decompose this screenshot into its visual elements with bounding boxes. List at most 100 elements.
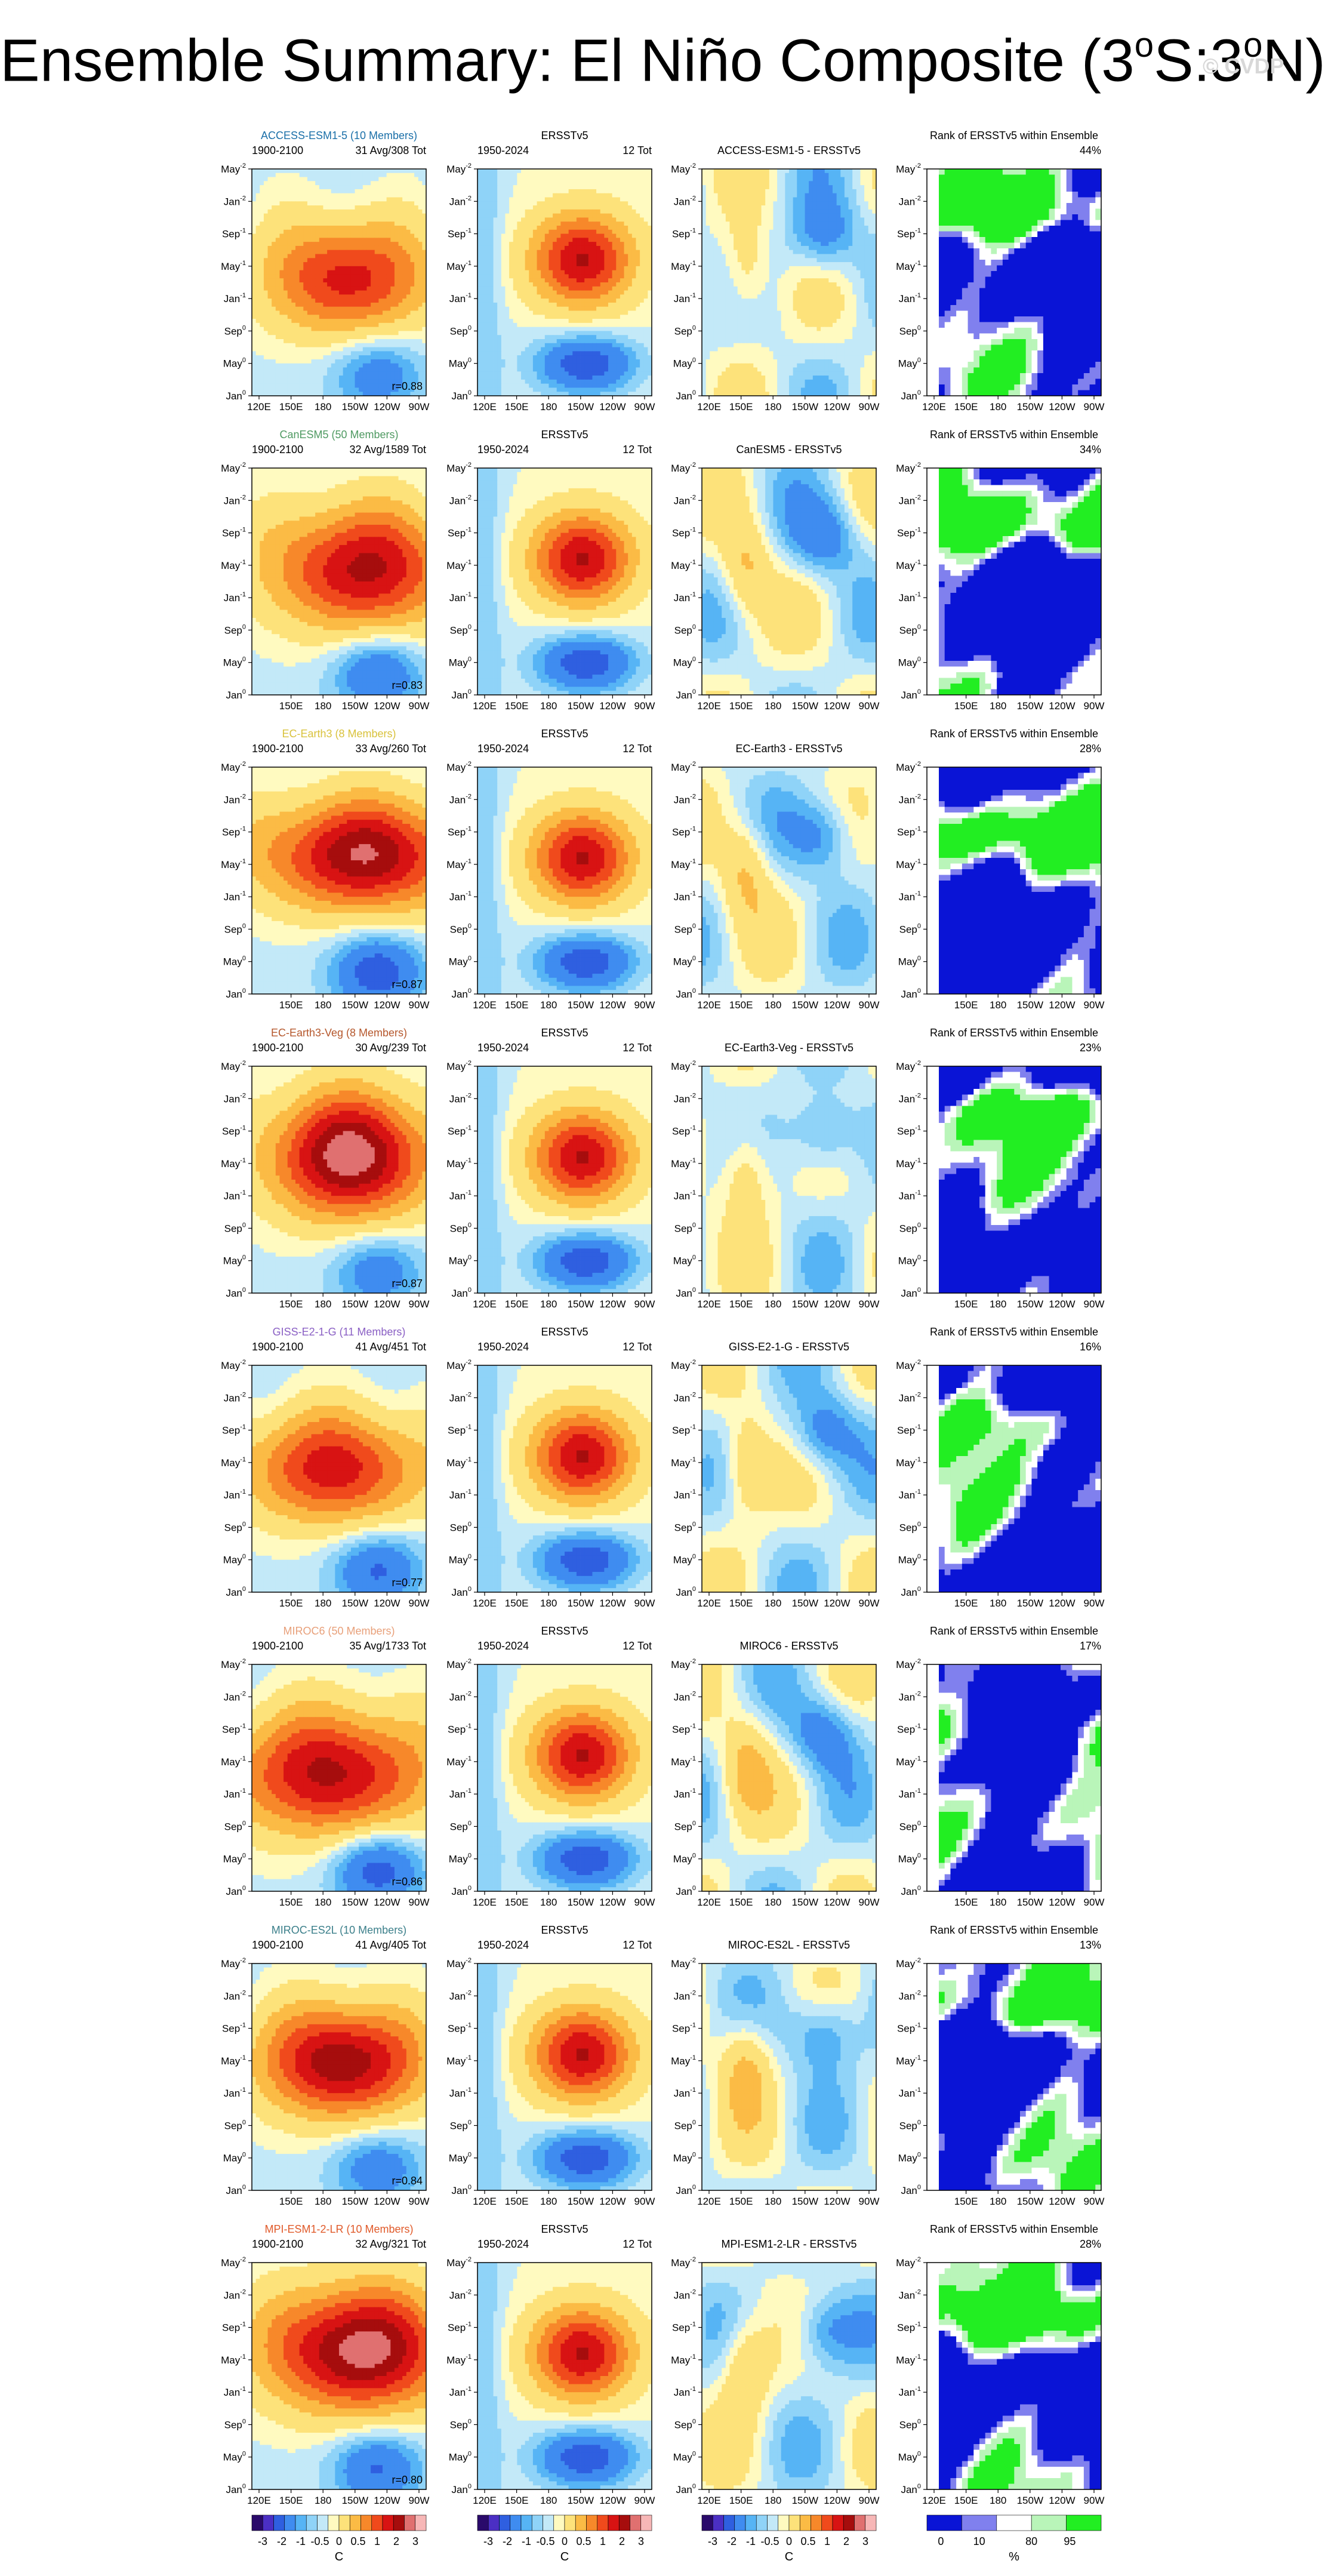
model-composite-panel: May-2Jan-2Sep-1May-1Jan-1Sep0May0Jan0150… [221, 1060, 429, 1310]
x-tick-label: 180 [765, 999, 781, 1011]
x-tick-label: 150E [279, 1298, 303, 1310]
y-tick-label: Jan-1 [224, 1189, 246, 1202]
y-tick-label: Jan-2 [899, 1092, 921, 1104]
y-tick-label: May-1 [446, 1157, 472, 1169]
colorbar-swatch [532, 2515, 543, 2531]
y-tick-label: May-1 [896, 2054, 921, 2067]
y-tick-label: May-1 [671, 1755, 696, 1768]
y-tick-label: Sep0 [674, 324, 696, 337]
obs-period: 1950-2024 [477, 1042, 529, 1054]
colorbar-tick-label: 0 [938, 2535, 944, 2547]
y-tick-label: Jan0 [226, 2483, 246, 2495]
x-tick-label: 120W [824, 1897, 850, 1908]
model-name: MPI-ESM1-2-LR (10 Members) [264, 2223, 413, 2235]
x-tick-label: 120W [374, 2196, 400, 2207]
colorbar-swatch [500, 2515, 510, 2531]
rank-percent: 16% [1080, 1341, 1101, 1353]
x-tick-label: 120W [599, 1598, 625, 1609]
colorbar-swatch [575, 2515, 586, 2531]
y-tick-label: Jan-1 [449, 2086, 472, 2099]
x-tick-label: 90W [1084, 2495, 1105, 2506]
rank-panel: May-2Jan-2Sep-1May-1Jan-1Sep0May0Jan0150… [896, 1060, 1104, 1310]
x-tick-label: 90W [634, 1298, 655, 1310]
x-tick-label: 90W [859, 1298, 880, 1310]
model-row: GISS-E2-1-G (11 Members)1900-2100 41 Avg/… [221, 1326, 1104, 1609]
x-tick-label: 180 [315, 1598, 331, 1609]
y-tick-label: Jan-1 [224, 1488, 246, 1501]
x-tick-label: 150W [792, 999, 818, 1011]
obs-label: ERSSTv5 [541, 1924, 588, 1936]
x-tick-label: 120W [599, 2196, 625, 2207]
y-tick-label: Jan-2 [899, 1989, 921, 2002]
difference-panel: May-2Jan-2Sep-1May-1Jan-1Sep0May0Jan0120… [671, 1658, 879, 1908]
y-tick-label: May0 [673, 955, 696, 968]
x-tick-label: 90W [409, 700, 430, 712]
colorbar-swatch [800, 2515, 811, 2531]
y-tick-label: Jan-2 [449, 793, 472, 805]
x-tick-label: 180 [540, 401, 557, 413]
x-tick-label: 180 [540, 2495, 557, 2506]
colorbar-swatch [811, 2515, 822, 2531]
colorbar-tick-label: -0.5 [536, 2535, 554, 2547]
obs-period: 1950-2024 [477, 144, 529, 156]
y-tick-label: May-2 [671, 461, 696, 474]
y-tick-label: Sep-1 [672, 527, 696, 539]
rank-percent: 13% [1080, 1939, 1101, 1951]
obs-period: 1950-2024 [477, 1939, 529, 1951]
x-tick-label: 180 [765, 2196, 781, 2207]
x-tick-label: 120E [473, 700, 497, 712]
colorbar-swatch [350, 2515, 360, 2531]
y-tick-label: Jan0 [451, 987, 472, 1000]
colorbar-tick-label: 0 [786, 2535, 792, 2547]
colorbar-tick-label: 10 [973, 2535, 985, 2547]
x-tick-label: 150W [1017, 401, 1043, 413]
x-tick-label: 150E [505, 1298, 529, 1310]
y-tick-label: Sep-1 [222, 1723, 246, 1735]
y-tick-label: May-2 [671, 2256, 696, 2269]
y-tick-label: Jan-2 [449, 195, 472, 207]
pattern-correlation: r=0.80 [392, 2474, 423, 2486]
y-tick-label: Jan-2 [449, 1989, 472, 2002]
x-tick-label: 150W [568, 1598, 594, 1609]
y-tick-label: May-1 [896, 1157, 921, 1169]
pattern-correlation: r=0.84 [392, 2175, 423, 2187]
x-tick-label: 150W [342, 1598, 368, 1609]
x-tick-label: 120W [374, 1598, 400, 1609]
obs-composite-panel: May-2Jan-2Sep-1May-1Jan-1Sep0May0Jan0120… [446, 1658, 655, 1908]
x-tick-label: 150E [954, 2196, 978, 2207]
rank-title: Rank of ERSSTv5 within Ensemble [930, 1625, 1098, 1637]
x-tick-label: 120W [824, 2495, 850, 2506]
x-tick-label: 180 [990, 1598, 1006, 1609]
x-tick-label: 120E [473, 2196, 497, 2207]
y-tick-label: Jan0 [676, 1586, 696, 1598]
rank-panel: May-2Jan-2Sep-1May-1Jan-1Sep0May0Jan0150… [896, 1359, 1104, 1609]
y-tick-label: May-2 [896, 1957, 921, 1969]
y-tick-label: Sep-1 [672, 2022, 696, 2035]
x-tick-label: 150W [792, 700, 818, 712]
y-tick-label: May-2 [221, 2256, 246, 2269]
x-tick-label: 120E [697, 1897, 721, 1908]
y-tick-label: May-2 [896, 761, 921, 773]
obs-composite-panel: May-2Jan-2Sep-1May-1Jan-1Sep0May0Jan0120… [446, 461, 655, 712]
colorbar-swatch [962, 2515, 996, 2531]
y-tick-label: May0 [223, 955, 246, 968]
x-tick-label: 180 [990, 999, 1006, 1011]
rank-title: Rank of ERSSTv5 within Ensemble [930, 728, 1098, 740]
colorbar-unit: % [1009, 2550, 1019, 2563]
y-tick-label: Sep0 [899, 324, 921, 337]
x-tick-label: 90W [859, 401, 880, 413]
y-tick-label: Jan-2 [674, 1989, 696, 2002]
y-tick-label: Sep0 [450, 1221, 472, 1234]
x-tick-label: 180 [990, 1897, 1006, 1908]
y-tick-label: Jan-1 [224, 591, 246, 604]
y-tick-label: May0 [223, 1254, 246, 1267]
model-row: MIROC6 (50 Members)1900-2100 35 Avg/1733 … [221, 1625, 1104, 1908]
x-tick-label: 150W [342, 1298, 368, 1310]
y-tick-label: Jan-2 [449, 2288, 472, 2301]
x-tick-label: 90W [859, 999, 880, 1011]
y-tick-label: Jan0 [901, 1586, 921, 1598]
y-tick-label: Sep-1 [672, 826, 696, 838]
x-tick-label: 150W [792, 2495, 818, 2506]
colorbar-swatch [1031, 2515, 1066, 2531]
obs-event-count: 12 Tot [623, 1640, 652, 1652]
